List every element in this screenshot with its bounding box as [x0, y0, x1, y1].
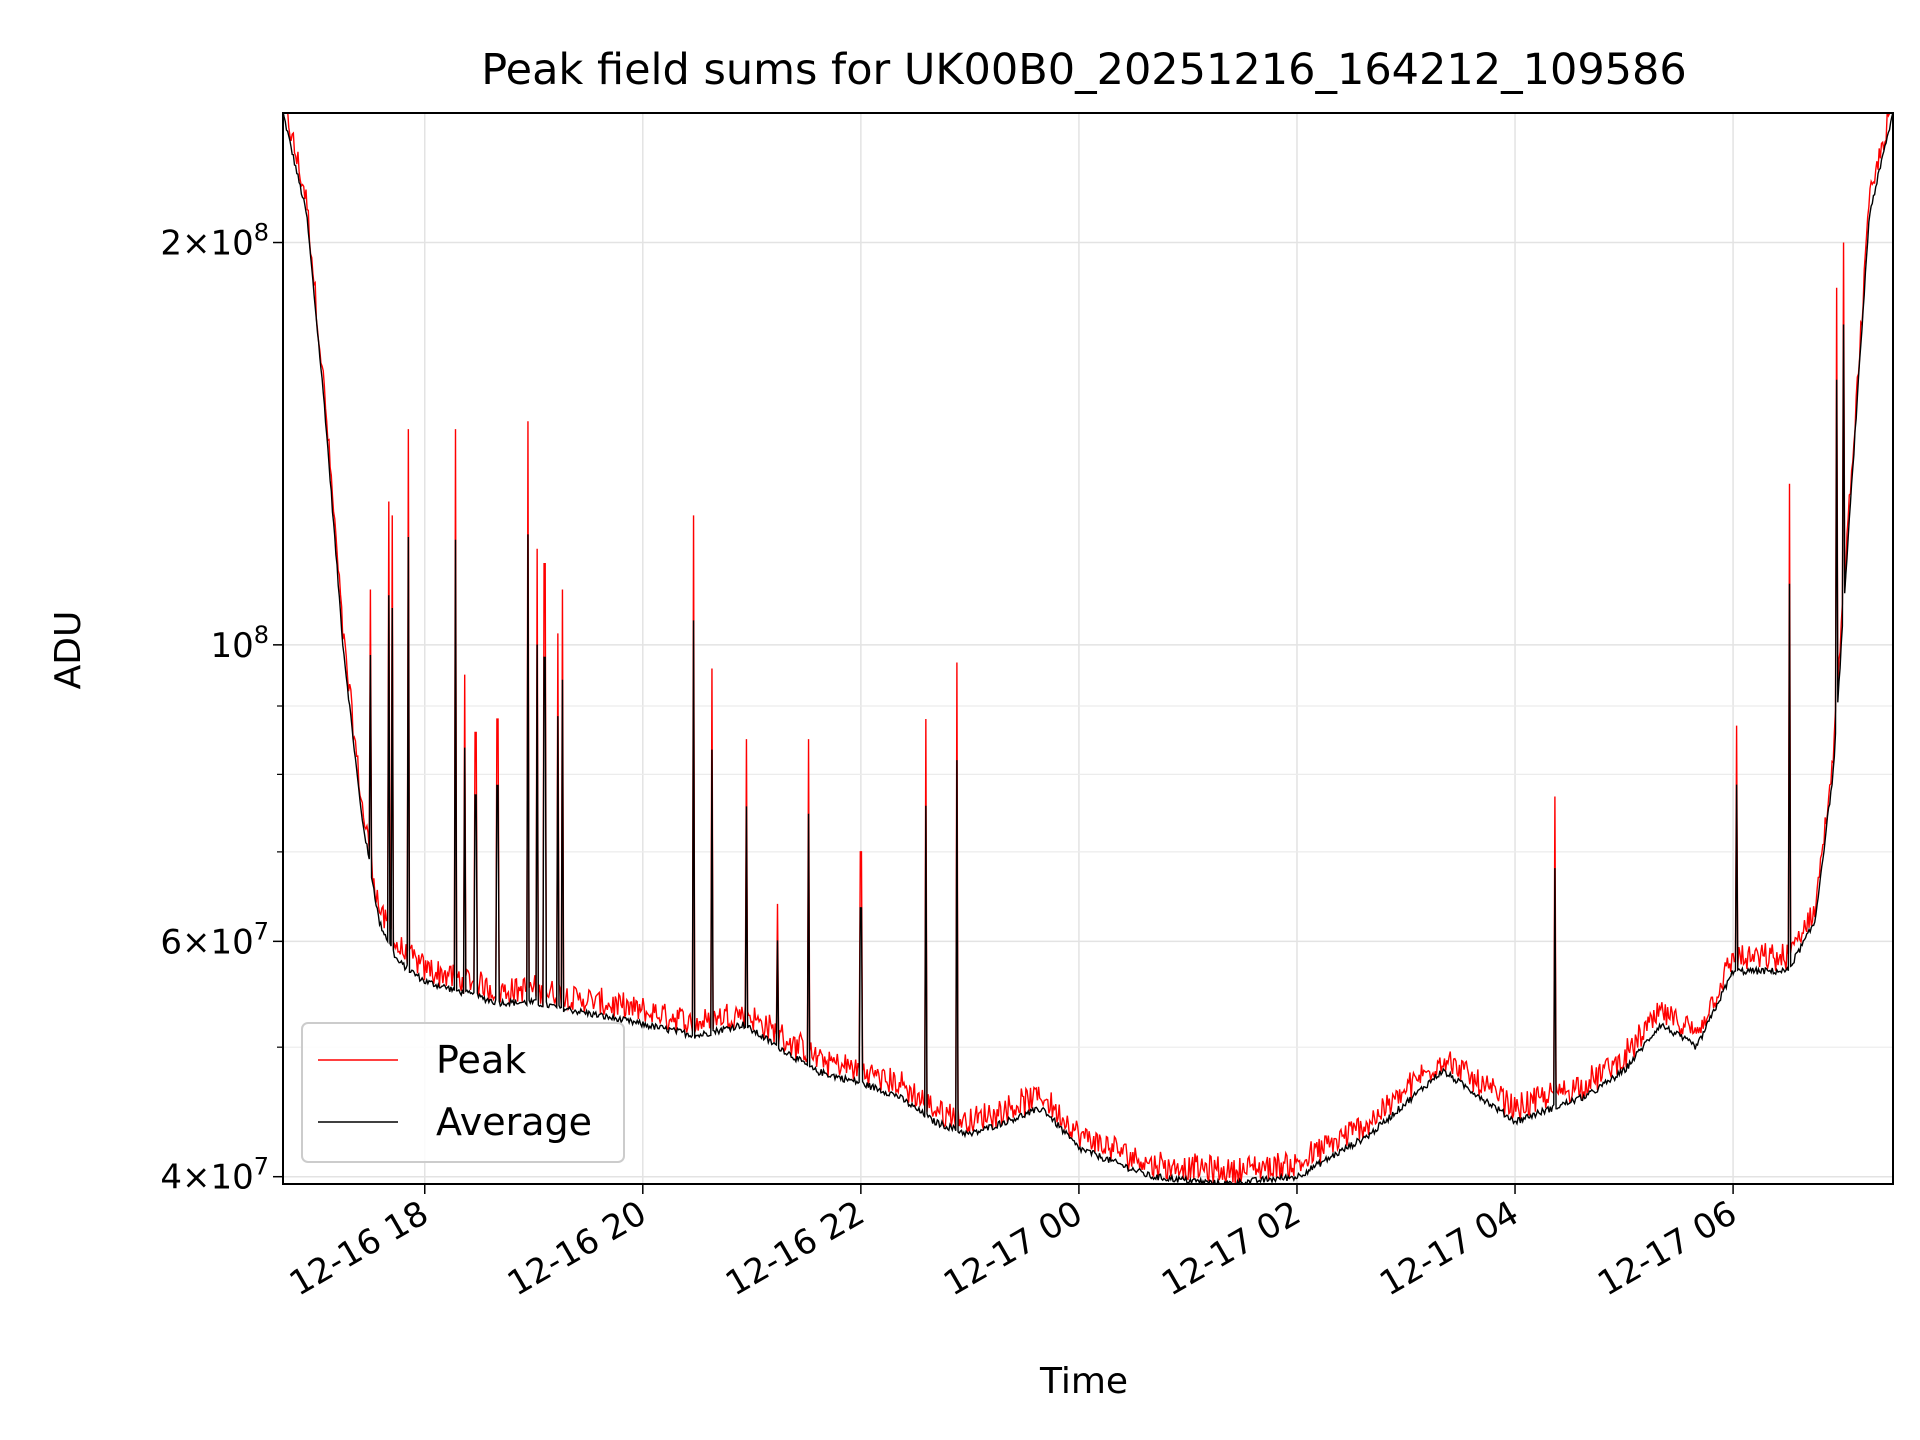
legend-average-label: Average [436, 1100, 592, 1144]
y-tick-label: 108 [210, 621, 269, 666]
y-axis-label: ADU [48, 611, 89, 690]
series-average-line [283, 113, 1893, 1184]
legend-box [301, 1022, 625, 1163]
y-axis-ticks: 4×107 6×107 108 2×108 [160, 219, 283, 1198]
legend-peak-label: Peak [436, 1038, 526, 1082]
y-tick-label: 2×108 [160, 219, 269, 264]
y-tick-label: 6×107 [160, 917, 269, 962]
series-layer [283, 113, 1893, 1184]
plot-frame [282, 112, 1894, 1185]
x-axis-label: Time [1039, 1361, 1128, 1402]
plot-area [283, 113, 1893, 1184]
series-peak-line [287, 113, 1891, 1184]
y-tick-label: 4×107 [160, 1153, 269, 1198]
legend: Peak Average [301, 1022, 625, 1163]
chart-title: Peak field sums for UK00B0_20251216_1642… [481, 45, 1687, 95]
